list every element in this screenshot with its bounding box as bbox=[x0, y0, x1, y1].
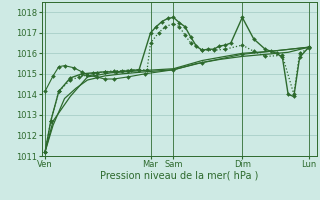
X-axis label: Pression niveau de la mer( hPa ): Pression niveau de la mer( hPa ) bbox=[100, 171, 258, 181]
